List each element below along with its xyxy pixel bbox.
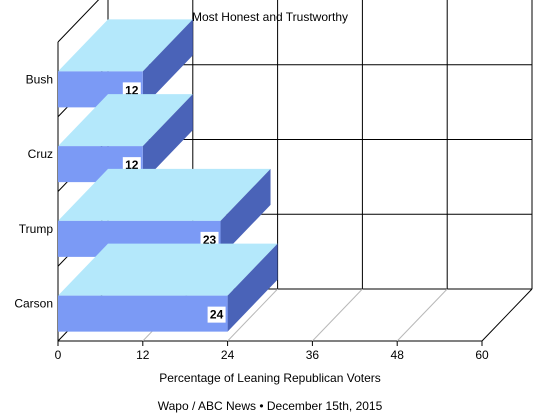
bar-top: [58, 94, 193, 147]
bar-front: [58, 295, 228, 332]
value-label: 12: [125, 83, 139, 97]
floor-gridline: [227, 288, 278, 342]
category-label: Bush: [26, 72, 53, 86]
category-label: Cruz: [28, 147, 53, 161]
category-label: Trump: [19, 222, 54, 236]
category-label: Carson: [14, 297, 53, 311]
value-label: 24: [210, 308, 224, 322]
bar-side: [142, 94, 193, 183]
side-gridline: [57, 0, 100, 43]
source-caption: Wapo / ABC News • December 15th, 2015: [158, 399, 383, 413]
x-axis-label: Percentage of Leaning Republican Voters: [159, 371, 381, 385]
x-tick-label: 36: [306, 348, 320, 362]
bar: 24: [58, 243, 278, 332]
x-tick-label: 48: [391, 348, 405, 362]
bars: 12 12 23 24: [58, 19, 278, 332]
axis-labels: 0 12 24 36 48 60 Bush Cruz Trump Carson: [14, 72, 489, 362]
value-label-box: [207, 306, 226, 323]
bar-side: [227, 243, 278, 332]
floor-gridline: [312, 288, 363, 342]
bar-top: [58, 243, 278, 296]
x-tick-label: 24: [221, 348, 235, 362]
chart-title: Most Honest and Trustworthy: [192, 10, 348, 24]
floor-edge: [481, 288, 533, 342]
bar-top: [58, 168, 271, 221]
x-tick-label: 12: [136, 348, 150, 362]
bar-side: [220, 168, 271, 257]
x-tick-label: 60: [475, 348, 489, 362]
value-label: 12: [125, 158, 139, 172]
floor-gridline: [396, 288, 448, 342]
bar-top: [58, 19, 193, 72]
value-label: 23: [203, 233, 217, 247]
bar-side: [142, 19, 193, 108]
bar: 23: [58, 168, 271, 257]
x-tick-label: 0: [55, 348, 62, 362]
